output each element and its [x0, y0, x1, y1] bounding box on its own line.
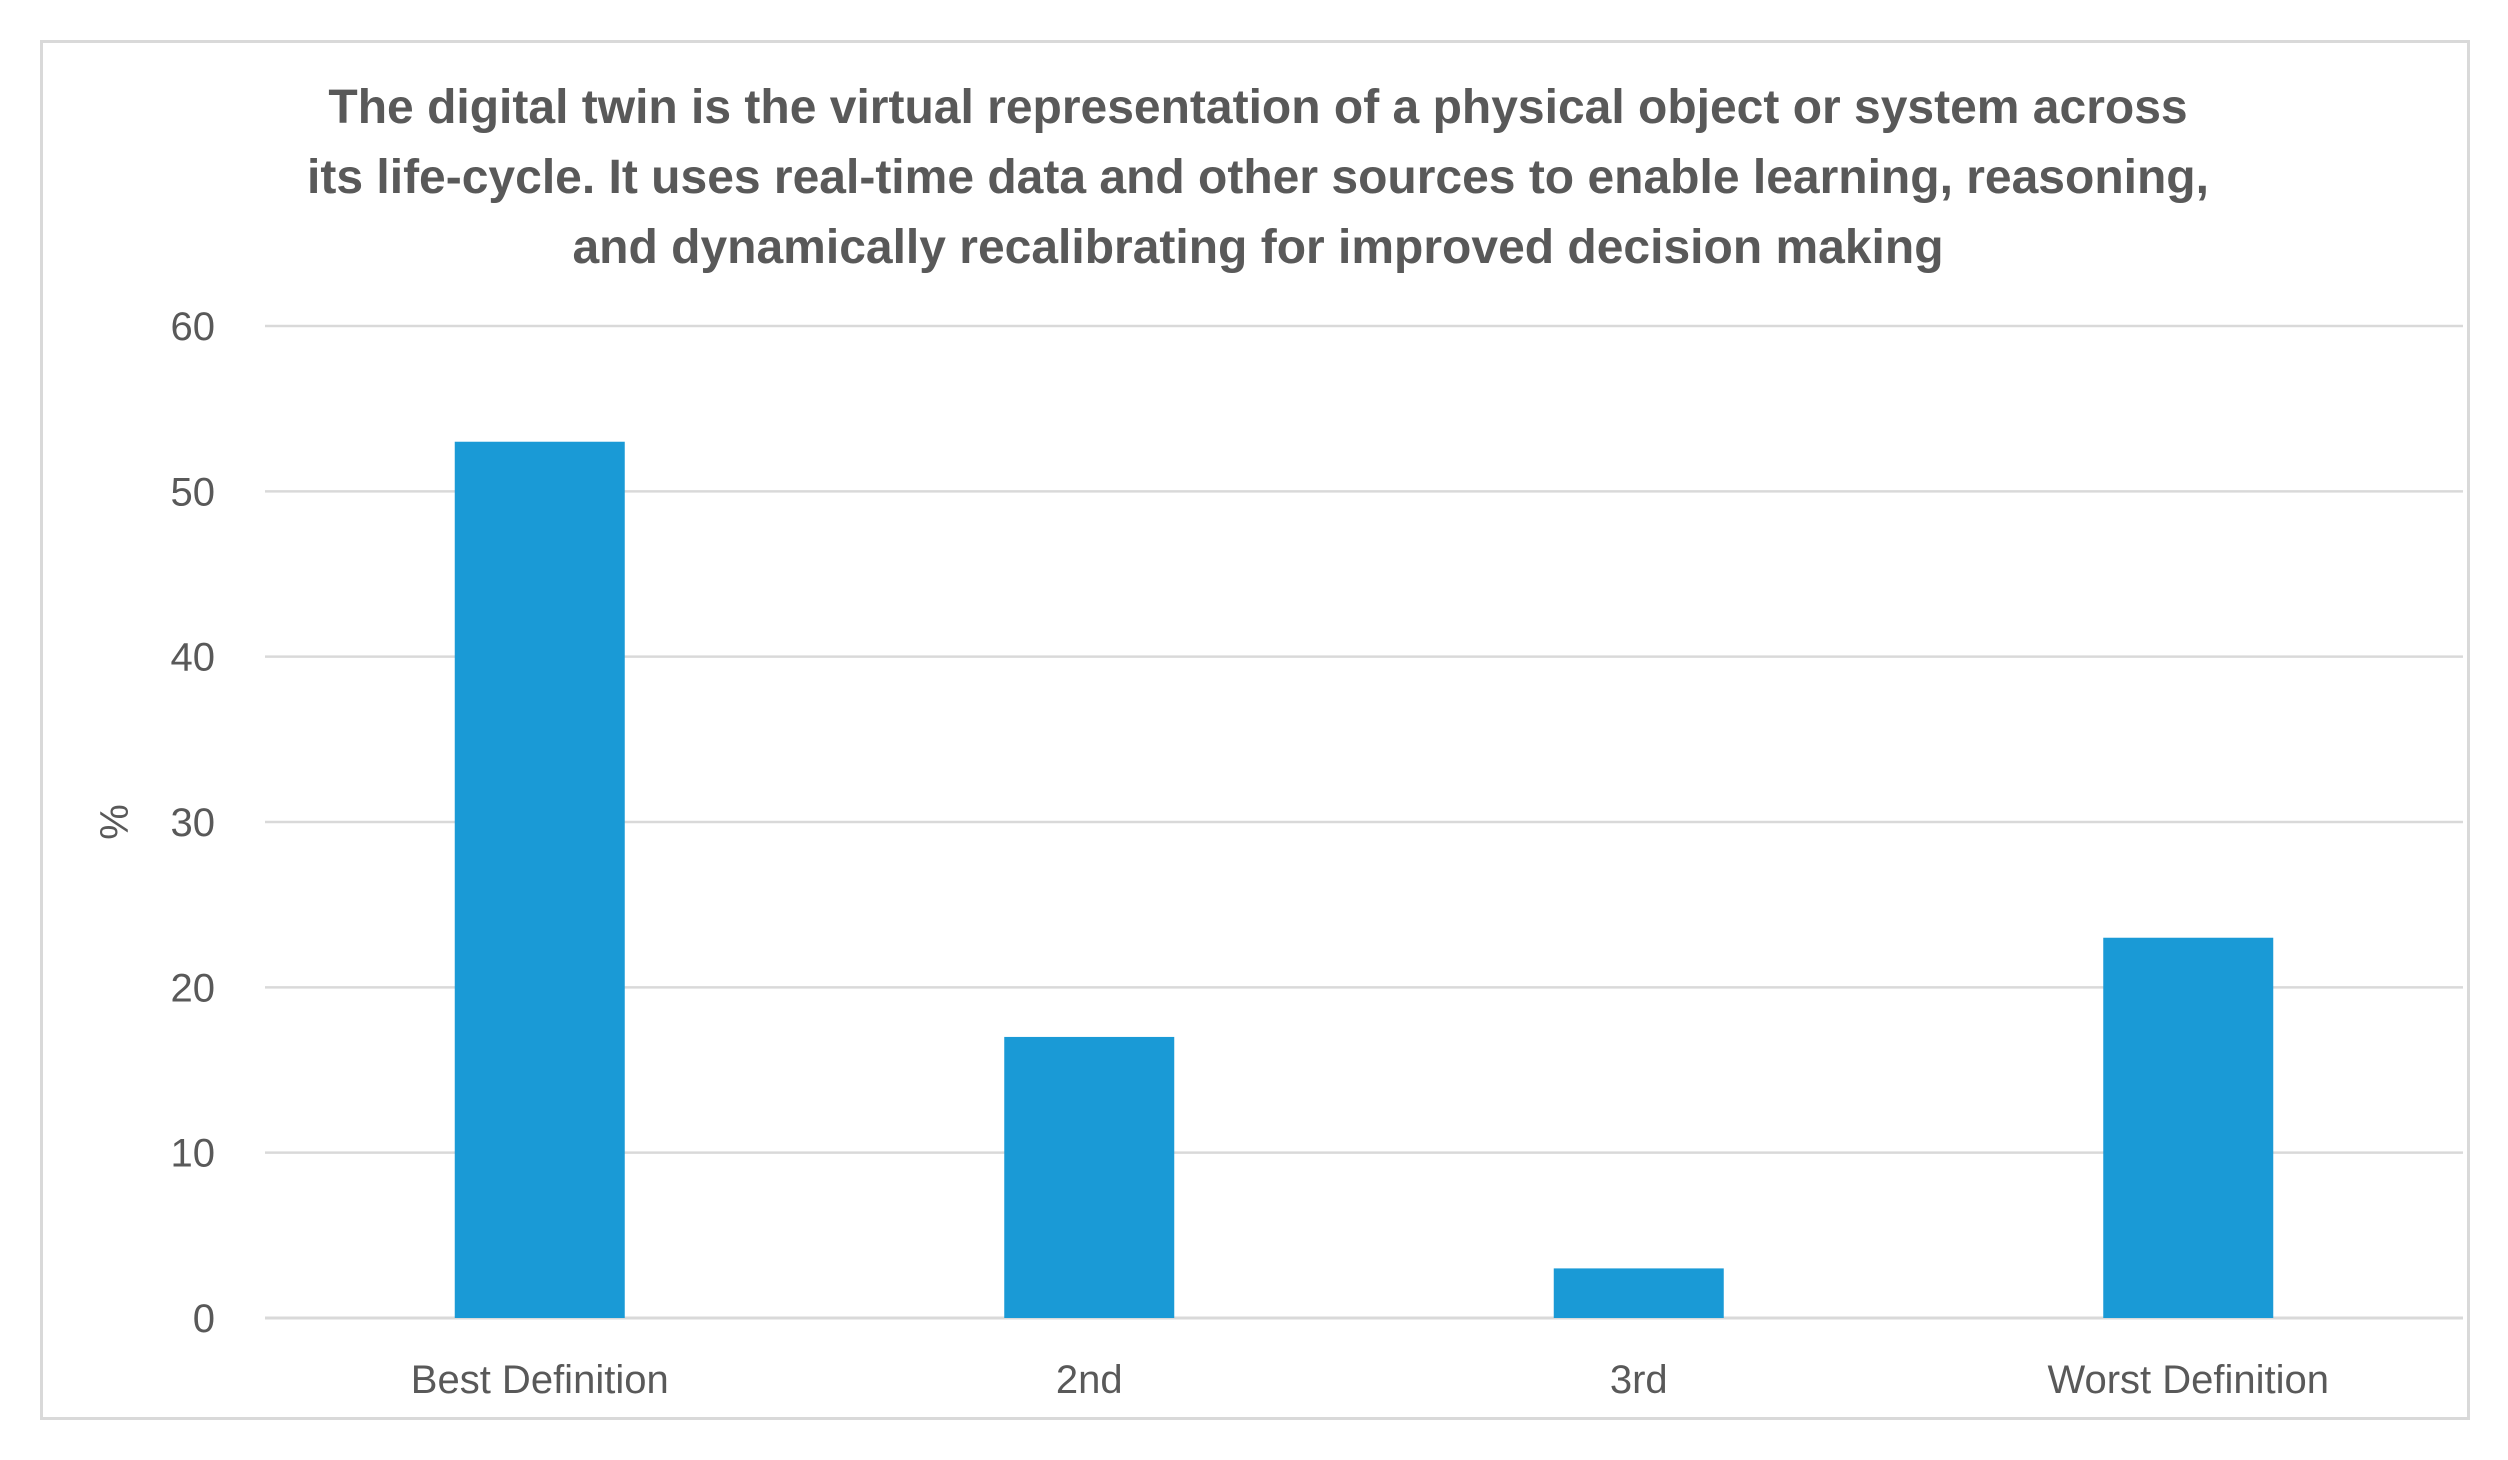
y-tick-label: 50 — [171, 470, 216, 514]
bar-chart: 0 10 20 30 40 50 60 Best Definition 2nd 3rd Worst… — [93, 305, 2463, 1402]
chart-title-line-2: its life-cycle. It uses real-time data a… — [307, 151, 2209, 204]
y-tick-label: 60 — [171, 305, 216, 349]
x-tick-label: Best Definition — [411, 1358, 669, 1402]
y-tick-label: 30 — [171, 801, 216, 845]
y-tick-label: 40 — [171, 636, 216, 680]
gridlines — [265, 324, 2463, 1320]
chart-frame: The digital twin is the virtual represen… — [40, 40, 2470, 1420]
bar-best-definition — [454, 441, 625, 1318]
x-tick-label: Worst Definition — [2047, 1358, 2329, 1402]
chart-title-line-3: and dynamically recalibrating for improv… — [572, 221, 1944, 274]
y-axis-label: % — [93, 804, 137, 840]
y-tick-label: 10 — [171, 1132, 216, 1176]
y-tick-label: 20 — [171, 966, 216, 1010]
chart-title: The digital twin is the virtual represen… — [43, 73, 2473, 283]
bar-3rd — [1553, 1268, 1724, 1318]
bars — [454, 441, 2274, 1318]
y-tick-labels: 0 10 20 30 40 50 60 — [171, 305, 216, 1341]
chart-title-line-1: The digital twin is the virtual represen… — [328, 81, 2188, 134]
bar-2nd — [1004, 1036, 1175, 1318]
x-tick-label: 3rd — [1610, 1358, 1668, 1402]
x-tick-labels: Best Definition 2nd 3rd Worst Definition — [411, 1358, 2329, 1402]
bar-worst-definition — [2103, 937, 2274, 1318]
y-tick-label: 0 — [193, 1297, 215, 1341]
x-tick-label: 2nd — [1056, 1358, 1123, 1402]
